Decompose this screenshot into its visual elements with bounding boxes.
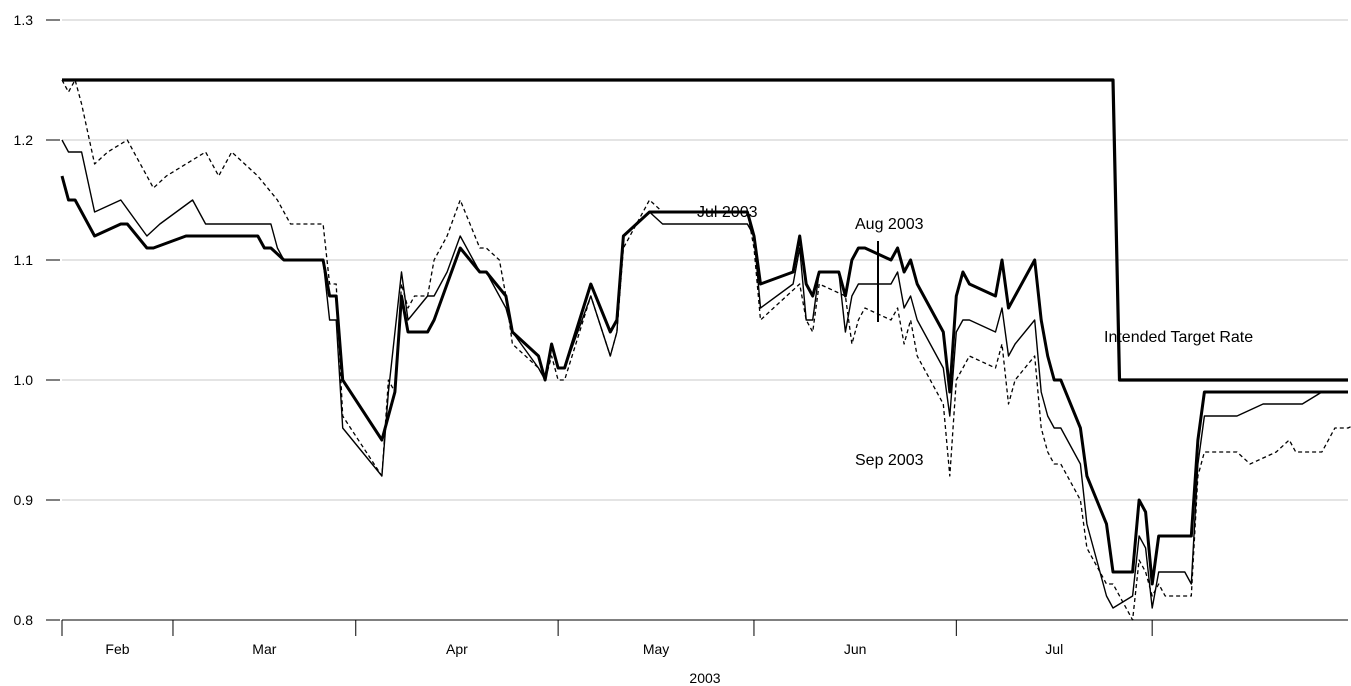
x-axis-month-labels: Feb Mar Apr May Jun Jul — [105, 641, 1063, 657]
x-axis — [61, 619, 1348, 636]
x-tick-label-may: May — [643, 641, 669, 657]
series-line-intended-target-rate — [62, 78, 1348, 382]
annotations: Jul 2003 Aug 2003 Sep 2003 Intended Targ… — [697, 204, 1253, 469]
y-tick-label-1.1: 1.1 — [14, 252, 34, 268]
x-tick-label-apr: Apr — [446, 641, 468, 657]
x-tick-label-feb: Feb — [105, 641, 129, 657]
annotation-sep-2003: Sep 2003 — [855, 452, 924, 469]
annotation-intended-target-rate: Intended Target Rate — [1104, 329, 1253, 346]
y-tick-label-1.3: 1.3 — [14, 12, 34, 28]
annotation-jul-2003: Jul 2003 — [697, 204, 758, 221]
y-tick-label-0.9: 0.9 — [14, 492, 34, 508]
x-tick-label-jul: Jul — [1045, 641, 1063, 657]
y-tick-label-0.8: 0.8 — [14, 612, 34, 628]
x-axis-title: 2003 — [689, 670, 720, 686]
y-tick-label-1.2: 1.2 — [14, 132, 34, 148]
series-line-aug-2003 — [61, 139, 1348, 609]
y-tick-label-1.0: 1.0 — [14, 372, 34, 388]
series-line-sep-2003 — [61, 79, 1351, 621]
y-axis-tick-labels: 0.8 0.9 1.0 1.1 1.2 1.3 — [14, 12, 60, 628]
series-lines — [60, 78, 1351, 621]
x-tick-label-jun: Jun — [844, 641, 867, 657]
annotation-aug-2003: Aug 2003 — [855, 216, 924, 233]
x-tick-label-mar: Mar — [252, 641, 276, 657]
gridlines — [62, 19, 1348, 501]
